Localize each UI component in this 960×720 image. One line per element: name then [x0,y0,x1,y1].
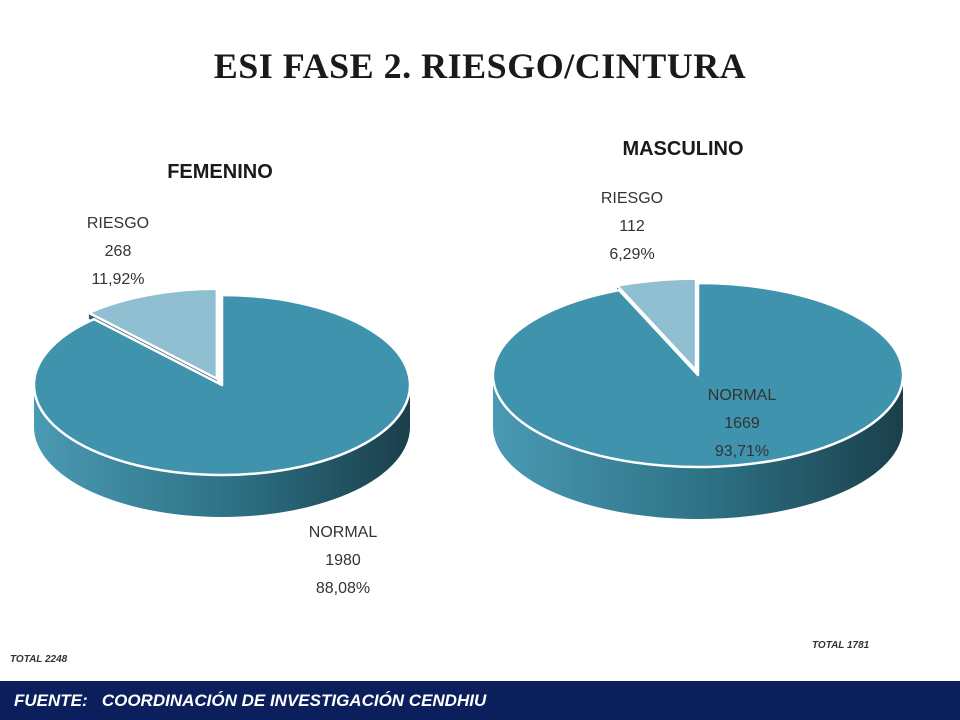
pie-slice-normal [491,281,905,519]
slice-label-normal: NORMAL 1980 88,08% [309,524,378,597]
total-femenino: TOTAL 2248 [10,654,68,665]
source-footer: FUENTE: COORDINACIÓN DE INVESTIGACIÓN CE… [0,681,960,720]
pie-slice-normal [32,293,412,517]
slice-label-normal: NORMAL 1669 93,71% [708,387,777,460]
pie-slice-side [493,375,903,519]
chart-title: MASCULINO [622,138,743,160]
total-masculino: TOTAL 1781 [812,640,870,651]
chart-masculino: RIESGO 112 6,29% NORMAL 1669 93,71% MASCULINO [491,138,905,519]
pie-slice-top [32,293,412,477]
pie-slice-top [87,287,219,381]
page-title: ESI FASE 2. RIESGO/CINTURA [213,46,747,86]
chart-title: FEMENINO [167,161,273,183]
slice-label-riesgo: RIESGO 112 6,29% [601,190,663,263]
pie-slice-side [34,385,410,517]
chart-femenino: RIESGO 268 11,92% NORMAL 1980 88,08% FEMENINO [32,161,412,597]
pie-slice-top [615,277,698,372]
slice-label-riesgo: RIESGO 268 11,92% [87,215,149,288]
pie-slice-top [491,281,905,469]
